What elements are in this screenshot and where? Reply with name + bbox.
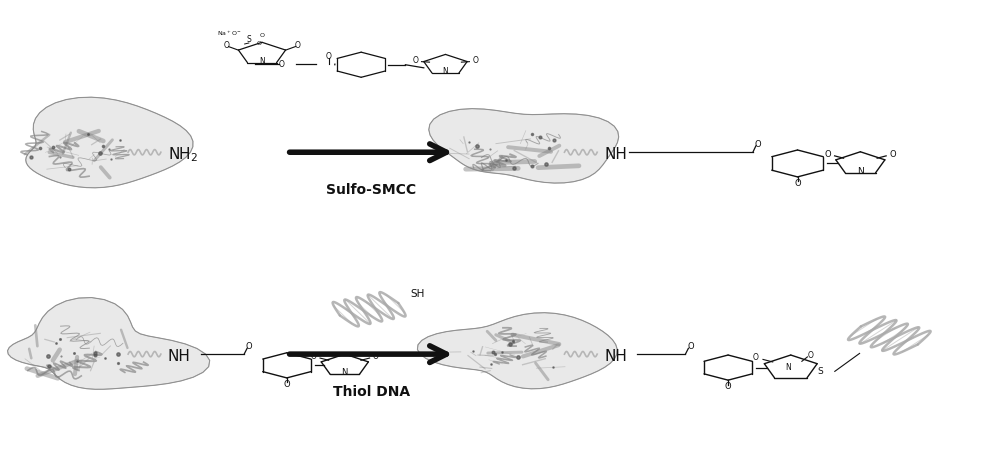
Text: O: O	[283, 380, 290, 389]
Polygon shape	[26, 97, 193, 188]
Text: O: O	[260, 33, 265, 38]
Text: N: N	[443, 68, 448, 76]
Text: O: O	[311, 352, 317, 361]
Text: Sulfo-SMCC: Sulfo-SMCC	[326, 183, 416, 197]
Text: S: S	[817, 367, 823, 376]
Text: O: O	[794, 179, 801, 188]
Text: O: O	[825, 149, 831, 159]
Text: O: O	[326, 53, 332, 62]
Text: N: N	[259, 57, 265, 66]
Text: NH: NH	[604, 147, 627, 162]
Text: O: O	[413, 56, 419, 65]
Text: O: O	[295, 41, 300, 50]
Text: O: O	[472, 56, 478, 65]
Text: NH$_2$: NH$_2$	[168, 145, 198, 164]
Text: S: S	[247, 35, 251, 44]
Text: NH: NH	[168, 349, 191, 364]
Text: Na$^+$O$^-$: Na$^+$O$^-$	[217, 29, 242, 37]
Text: N: N	[785, 363, 791, 372]
Text: O: O	[373, 352, 379, 361]
Text: Thiol DNA: Thiol DNA	[333, 385, 410, 399]
Text: O: O	[257, 41, 262, 46]
Polygon shape	[8, 298, 210, 389]
Text: O: O	[224, 41, 229, 50]
Text: O: O	[687, 342, 694, 351]
Text: NH: NH	[604, 349, 627, 364]
Text: SH: SH	[411, 288, 425, 298]
Polygon shape	[429, 109, 619, 183]
Text: N: N	[342, 368, 348, 377]
Text: O: O	[278, 60, 284, 69]
Text: O: O	[725, 382, 731, 391]
Text: O: O	[753, 353, 759, 362]
Text: O: O	[807, 351, 813, 360]
Polygon shape	[417, 313, 617, 389]
Text: N: N	[857, 166, 864, 175]
Text: O: O	[755, 140, 761, 149]
Text: O: O	[889, 149, 896, 159]
Text: O: O	[246, 342, 252, 351]
